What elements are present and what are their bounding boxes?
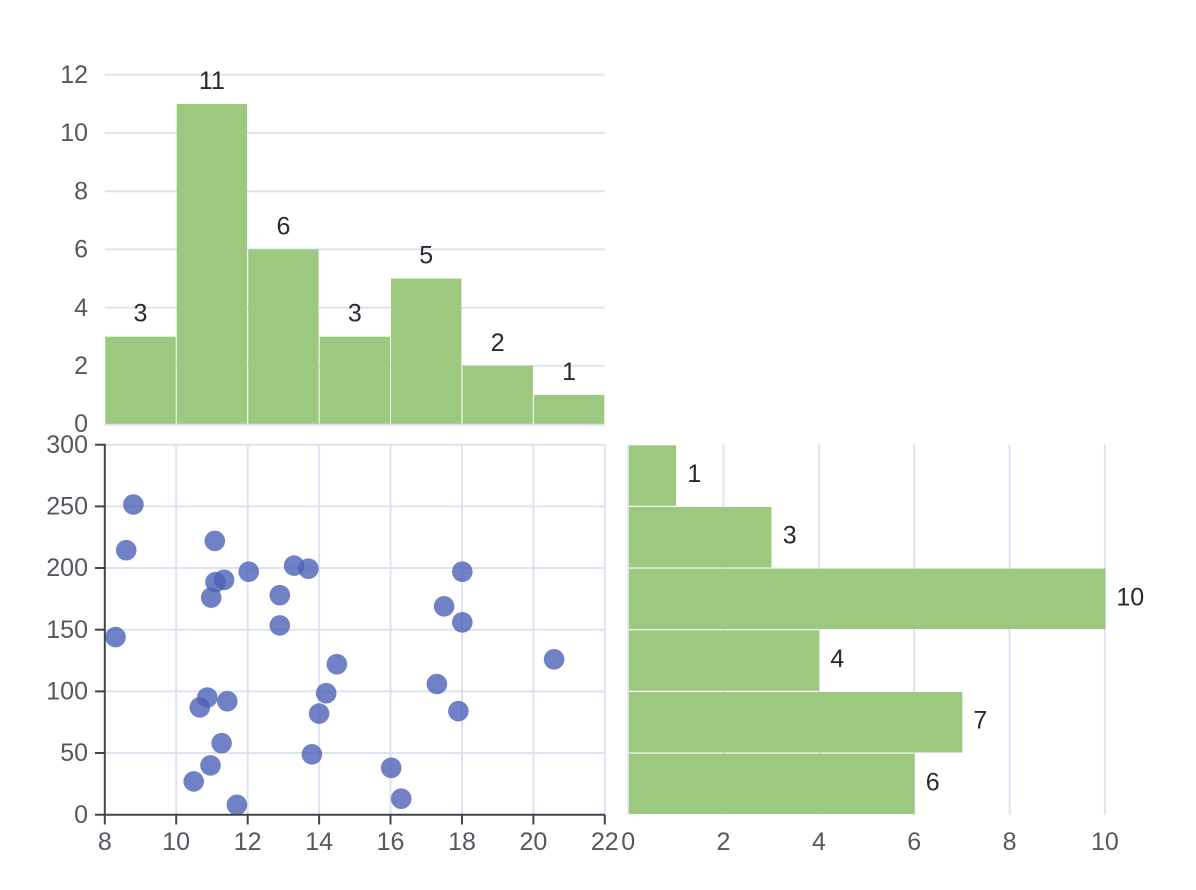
- svg-text:22: 22: [591, 828, 619, 856]
- svg-text:8: 8: [74, 177, 88, 205]
- svg-text:150: 150: [46, 616, 88, 644]
- svg-text:100: 100: [46, 678, 88, 706]
- svg-text:16: 16: [377, 828, 405, 856]
- svg-text:5: 5: [419, 242, 433, 270]
- svg-text:11: 11: [199, 67, 225, 95]
- svg-text:8: 8: [1003, 828, 1017, 856]
- svg-text:20: 20: [519, 828, 547, 856]
- svg-text:6: 6: [276, 212, 290, 240]
- svg-text:10: 10: [1091, 828, 1119, 856]
- svg-text:10: 10: [60, 119, 88, 147]
- svg-text:3: 3: [783, 522, 797, 550]
- svg-text:6: 6: [74, 236, 88, 264]
- svg-text:3: 3: [134, 300, 148, 328]
- svg-text:6: 6: [926, 768, 940, 796]
- svg-text:12: 12: [60, 61, 88, 89]
- svg-text:14: 14: [305, 828, 333, 856]
- svg-text:0: 0: [621, 828, 635, 856]
- svg-text:7: 7: [973, 707, 987, 735]
- svg-text:12: 12: [234, 828, 262, 856]
- svg-text:4: 4: [830, 645, 844, 673]
- svg-text:4: 4: [812, 828, 826, 856]
- svg-text:0: 0: [74, 410, 88, 438]
- svg-text:2: 2: [74, 352, 88, 380]
- svg-text:0: 0: [74, 801, 88, 829]
- svg-text:300: 300: [46, 431, 88, 459]
- svg-text:6: 6: [907, 828, 921, 856]
- svg-text:2: 2: [717, 828, 731, 856]
- svg-text:8: 8: [98, 828, 112, 856]
- svg-text:200: 200: [46, 554, 88, 582]
- svg-text:1: 1: [562, 358, 576, 386]
- svg-text:3: 3: [348, 300, 362, 328]
- svg-text:1: 1: [687, 460, 701, 488]
- svg-text:10: 10: [1116, 583, 1144, 611]
- svg-text:4: 4: [74, 294, 88, 322]
- svg-text:2: 2: [491, 329, 505, 357]
- svg-text:18: 18: [448, 828, 476, 856]
- svg-text:10: 10: [162, 828, 190, 856]
- svg-text:50: 50: [60, 739, 88, 767]
- svg-text:250: 250: [46, 493, 88, 521]
